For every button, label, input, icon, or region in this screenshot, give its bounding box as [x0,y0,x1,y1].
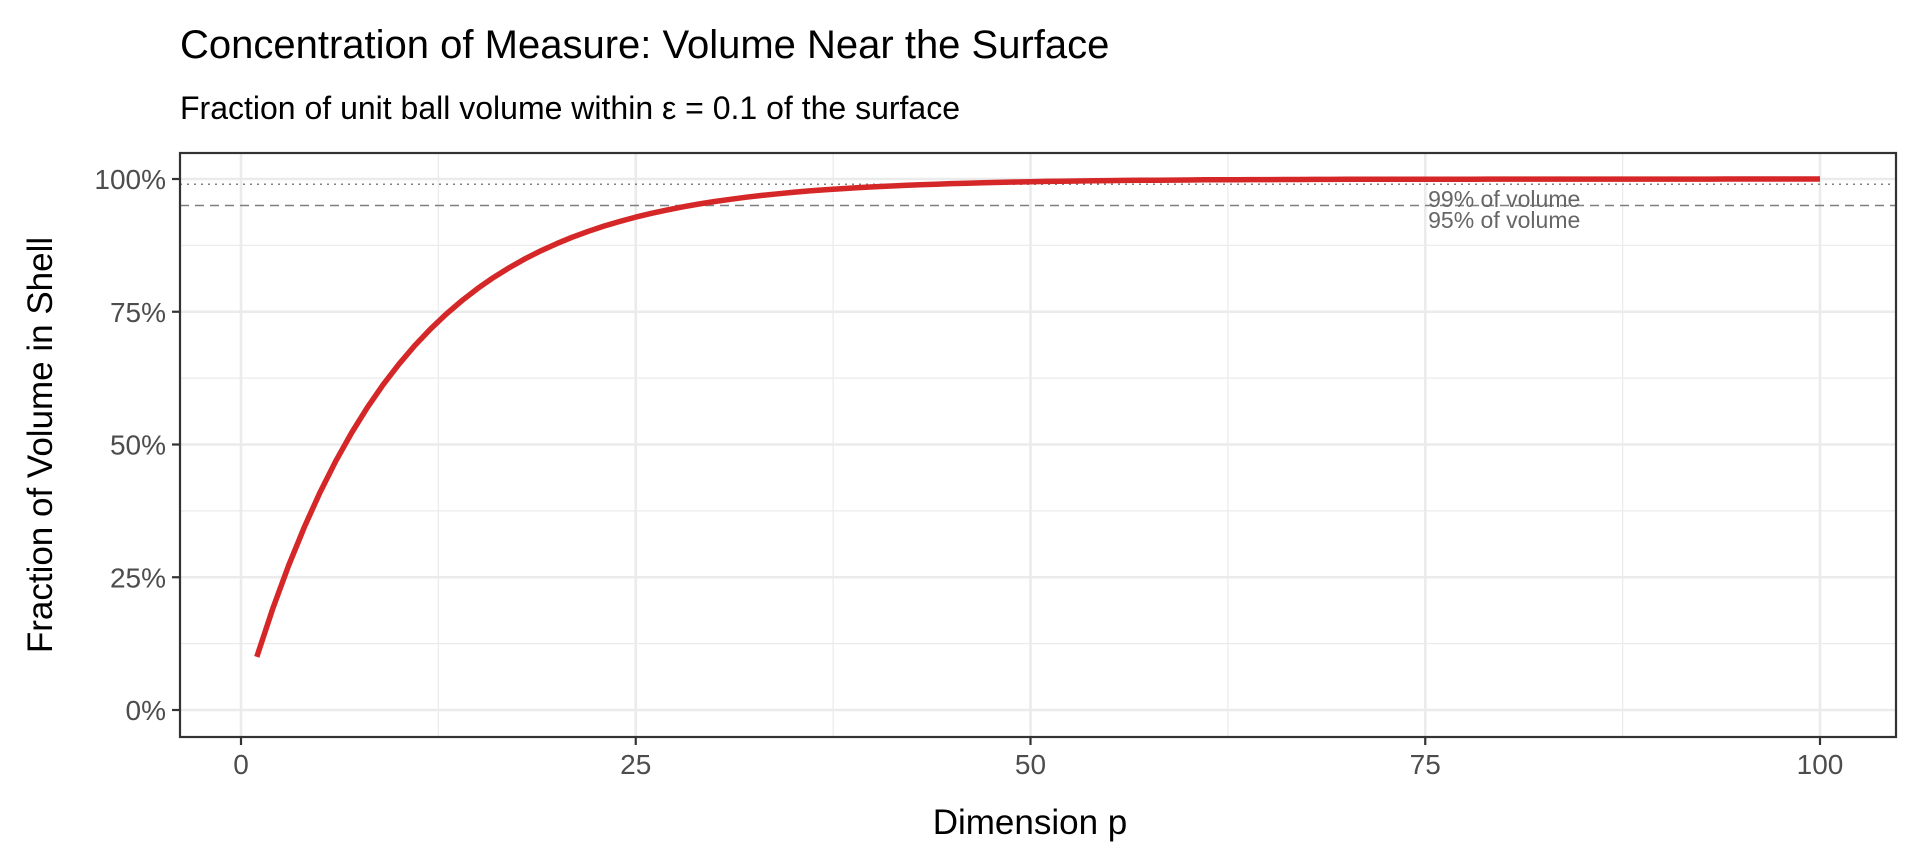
series-line [254,176,1820,658]
y-tick-label: 25% [110,562,166,593]
reference-label: 95% of volume [1428,207,1580,233]
reference-lines [180,183,1896,207]
grid [180,153,1896,737]
chart-title: Concentration of Measure: Volume Near th… [180,23,1109,67]
x-tick-label: 75 [1410,749,1441,780]
reference-label: 99% of volume [1428,186,1580,212]
x-axis-title: Dimension p [933,803,1128,842]
axes: 0 25 50 75 100 0% 25% 50% 75% 100% [94,164,1843,780]
x-tick-label: 100 [1797,749,1844,780]
chart-subtitle: Fraction of unit ball volume within ε = … [180,90,960,126]
x-tick-label: 25 [620,749,651,780]
x-tick-label: 50 [1015,749,1046,780]
y-axis-title: Fraction of Volume in Shell [21,237,60,653]
y-tick-label: 0% [126,695,166,726]
y-tick-label: 50% [110,430,166,461]
y-tick-label: 100% [94,164,166,195]
x-tick-label: 0 [233,749,249,780]
series [254,176,1820,658]
y-tick-label: 75% [110,297,166,328]
